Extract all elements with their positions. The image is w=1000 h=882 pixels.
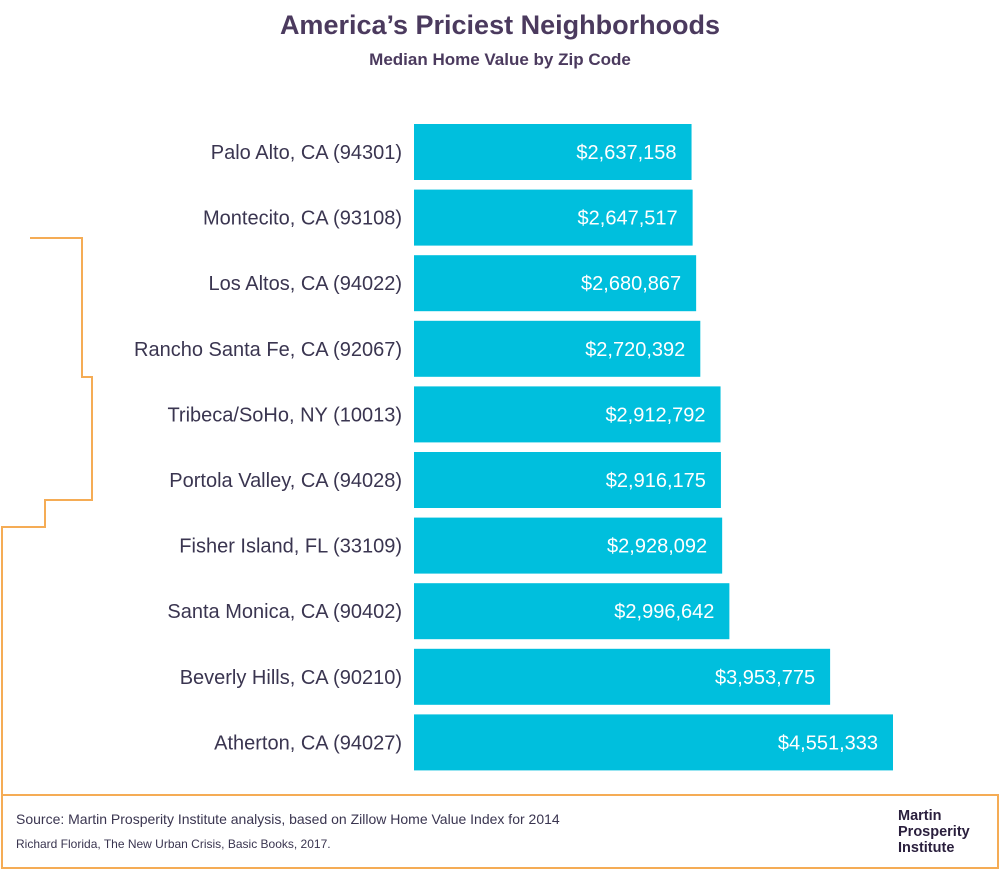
value-label: $2,680,867	[581, 273, 681, 295]
bar	[414, 714, 893, 771]
category-label: Fisher Island, FL (33109)	[179, 536, 402, 558]
bar	[414, 452, 721, 508]
category-label: Portola Valley, CA (94028)	[169, 470, 402, 492]
bar	[414, 320, 701, 377]
value-label: $4,551,333	[778, 732, 878, 754]
category-label: Los Altos, CA (94022)	[209, 273, 402, 295]
logo-line: Prosperity	[898, 824, 970, 840]
bar	[414, 189, 693, 246]
category-label: Palo Alto, CA (94301)	[211, 142, 402, 164]
value-label: $2,637,158	[576, 142, 676, 164]
category-label: Beverly Hills, CA (90210)	[180, 667, 402, 689]
bar	[414, 583, 730, 640]
value-label: $2,928,092	[607, 536, 707, 558]
chart-subtitle: Median Home Value by Zip Code	[369, 50, 631, 69]
bar	[414, 124, 692, 180]
house-outline	[1, 237, 93, 795]
category-label: Tribeca/SoHo, NY (10013)	[167, 404, 402, 426]
footer-box	[1, 794, 999, 869]
value-label: $2,720,392	[585, 339, 685, 361]
martin-prosperity-logo: Martin Prosperity Institute	[898, 808, 970, 856]
category-label: Montecito, CA (93108)	[203, 208, 402, 230]
category-label: Santa Monica, CA (90402)	[167, 601, 402, 623]
value-label: $2,647,517	[578, 208, 678, 230]
value-label: $2,996,642	[614, 601, 714, 623]
logo-line: Institute	[898, 840, 955, 856]
logo-line: Martin	[898, 808, 942, 824]
chart-title: America’s Priciest Neighborhoods	[279, 10, 721, 40]
value-label: $3,953,775	[715, 667, 815, 689]
value-label: $2,916,175	[606, 470, 706, 492]
bar	[414, 517, 723, 574]
category-label: Atherton, CA (94027)	[214, 732, 402, 754]
value-label: $2,912,792	[605, 404, 705, 426]
source-note: Source: Martin Prosperity Institute anal…	[16, 811, 560, 827]
bar	[414, 386, 721, 443]
bar	[414, 255, 697, 312]
citation-note: Richard Florida, The New Urban Crisis, B…	[16, 837, 331, 851]
category-label: Rancho Santa Fe, CA (92067)	[134, 339, 402, 361]
bar	[414, 648, 831, 705]
